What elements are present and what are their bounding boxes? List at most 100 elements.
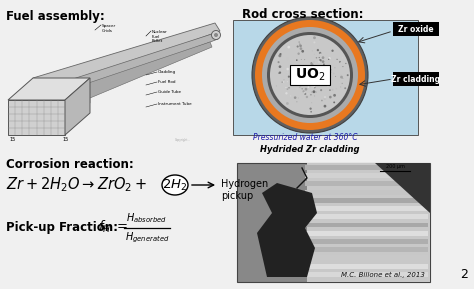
Circle shape — [342, 66, 344, 67]
Circle shape — [296, 78, 298, 80]
Circle shape — [311, 87, 313, 89]
Circle shape — [329, 89, 330, 90]
Circle shape — [327, 84, 329, 87]
Circle shape — [301, 50, 304, 53]
Circle shape — [267, 32, 353, 118]
Circle shape — [324, 97, 326, 100]
Circle shape — [342, 83, 343, 84]
Circle shape — [300, 47, 302, 50]
Circle shape — [327, 68, 329, 71]
Circle shape — [335, 76, 336, 77]
Circle shape — [304, 78, 307, 80]
Circle shape — [287, 46, 290, 49]
Circle shape — [294, 81, 295, 82]
Circle shape — [340, 86, 341, 88]
Text: Zr cladding: Zr cladding — [392, 75, 440, 84]
Circle shape — [283, 79, 284, 80]
Circle shape — [310, 73, 312, 75]
Circle shape — [317, 82, 318, 83]
Circle shape — [328, 59, 329, 60]
Circle shape — [304, 71, 306, 73]
Circle shape — [299, 71, 301, 73]
Circle shape — [296, 87, 299, 90]
Circle shape — [298, 97, 299, 99]
Circle shape — [270, 35, 350, 115]
Polygon shape — [8, 78, 90, 100]
Circle shape — [310, 73, 312, 75]
Circle shape — [299, 41, 300, 43]
Circle shape — [305, 69, 309, 72]
Polygon shape — [8, 100, 65, 135]
Circle shape — [286, 88, 288, 90]
Circle shape — [311, 99, 313, 101]
Circle shape — [315, 80, 317, 82]
FancyBboxPatch shape — [305, 206, 428, 211]
Circle shape — [255, 20, 365, 130]
Circle shape — [308, 75, 310, 77]
Circle shape — [308, 75, 310, 77]
FancyBboxPatch shape — [393, 72, 439, 86]
Text: Nuclear
Fuel
Pellet: Nuclear Fuel Pellet — [152, 30, 168, 43]
Circle shape — [319, 53, 321, 55]
Circle shape — [310, 63, 313, 66]
FancyBboxPatch shape — [305, 214, 428, 219]
Circle shape — [299, 87, 301, 88]
Ellipse shape — [162, 175, 188, 195]
Circle shape — [318, 84, 319, 86]
Text: 15: 15 — [9, 137, 15, 142]
Circle shape — [308, 76, 309, 77]
Circle shape — [278, 54, 282, 57]
Circle shape — [306, 83, 308, 85]
Circle shape — [315, 82, 317, 84]
Polygon shape — [45, 33, 218, 94]
Text: Rod cross section:: Rod cross section: — [242, 8, 364, 21]
Circle shape — [278, 73, 280, 74]
Circle shape — [305, 68, 306, 69]
Circle shape — [313, 36, 316, 39]
Circle shape — [329, 70, 331, 72]
Text: Instrument Tube: Instrument Tube — [158, 102, 191, 106]
Circle shape — [313, 66, 316, 68]
Circle shape — [310, 108, 312, 110]
Circle shape — [314, 74, 315, 75]
Circle shape — [312, 90, 315, 93]
Circle shape — [279, 65, 282, 68]
Circle shape — [310, 111, 312, 113]
Circle shape — [311, 66, 313, 68]
Circle shape — [304, 80, 307, 83]
Circle shape — [292, 83, 293, 84]
Circle shape — [327, 70, 329, 72]
Circle shape — [294, 71, 296, 72]
Circle shape — [320, 89, 322, 91]
Circle shape — [316, 57, 317, 58]
Circle shape — [323, 78, 325, 80]
Circle shape — [302, 83, 304, 85]
Circle shape — [313, 71, 315, 73]
Circle shape — [312, 70, 313, 71]
Circle shape — [329, 96, 332, 99]
Circle shape — [304, 93, 306, 95]
Circle shape — [325, 66, 327, 68]
Text: $H_{absorbed}$: $H_{absorbed}$ — [127, 211, 168, 225]
Circle shape — [313, 96, 314, 97]
Circle shape — [320, 73, 321, 74]
Circle shape — [309, 72, 310, 73]
Text: Hydrogen
pickup: Hydrogen pickup — [221, 179, 268, 201]
Circle shape — [296, 59, 298, 61]
Circle shape — [298, 70, 299, 71]
Polygon shape — [257, 183, 317, 277]
Circle shape — [310, 68, 312, 71]
Circle shape — [319, 69, 322, 72]
Text: Cladding: Cladding — [158, 70, 176, 74]
Circle shape — [313, 69, 314, 70]
Circle shape — [296, 101, 297, 102]
Circle shape — [301, 59, 302, 60]
FancyBboxPatch shape — [305, 190, 428, 194]
Text: Copyright...: Copyright... — [175, 138, 191, 142]
Circle shape — [301, 68, 304, 72]
Circle shape — [319, 59, 322, 62]
Text: 2: 2 — [460, 268, 468, 281]
Text: Fuel assembly:: Fuel assembly: — [6, 10, 105, 23]
Circle shape — [313, 85, 315, 87]
Circle shape — [331, 49, 334, 52]
